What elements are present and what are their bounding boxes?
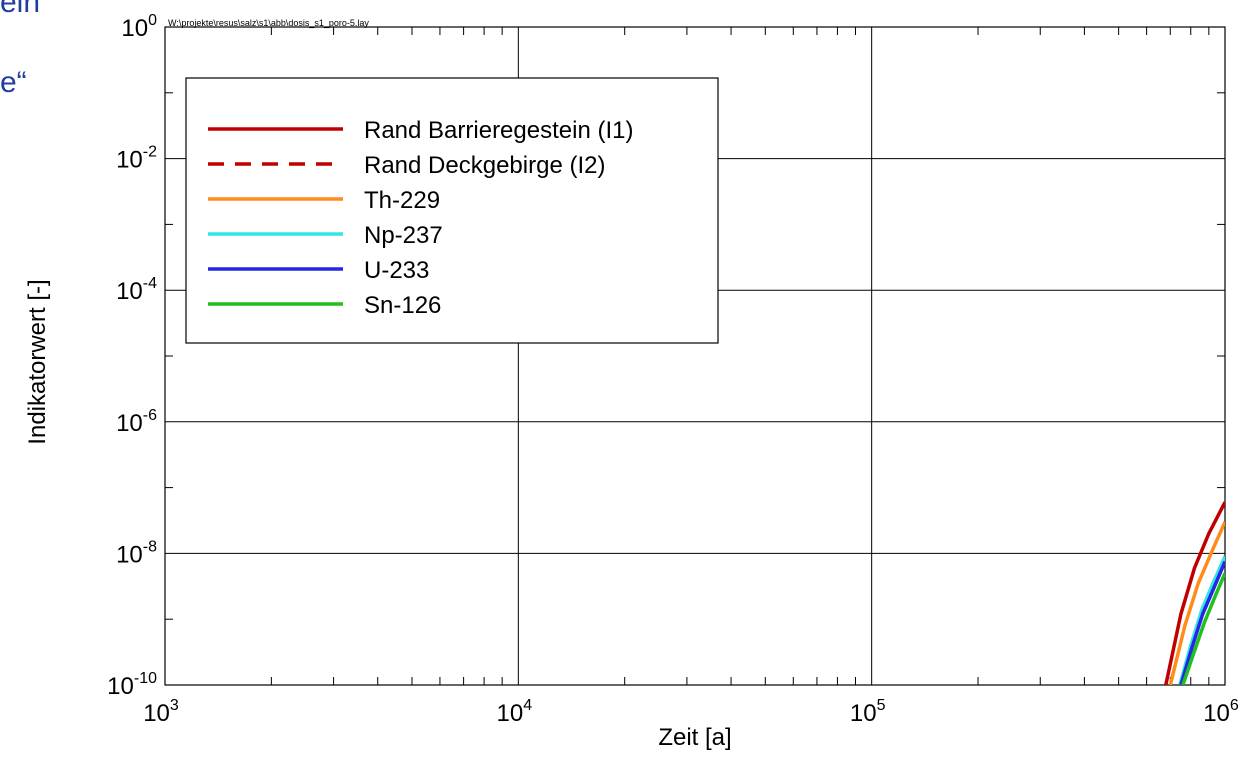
y-tick-label: 10-4 — [116, 275, 157, 305]
legend-box — [185, 77, 719, 344]
x-tick-label: 104 — [497, 697, 533, 727]
series-line — [1179, 560, 1225, 685]
x-tick-label: 105 — [850, 697, 886, 727]
legend-label: Np-237 — [364, 222, 443, 249]
x-tick-label: 103 — [143, 697, 179, 727]
series-line — [1168, 521, 1225, 685]
legend-label: Rand Barrieregestein (I1) — [364, 117, 633, 144]
y-tick-label: 10-8 — [116, 538, 157, 568]
y-tick-label: 10-2 — [116, 144, 157, 174]
series-line — [1181, 572, 1225, 685]
slide-text-fragment-1: ein — [0, 0, 41, 19]
legend-label: U-233 — [364, 257, 429, 284]
series-line — [1164, 501, 1225, 685]
y-tick-label: 100 — [121, 12, 157, 42]
legend-label: Rand Deckgebirge (I2) — [364, 152, 605, 179]
slide-text-fragment-2: e“ — [0, 66, 27, 99]
x-tick-label: 106 — [1203, 697, 1239, 727]
y-axis-label: Indikatorwert [-] — [24, 279, 51, 445]
x-axis-label: Zeit [a] — [658, 724, 732, 751]
file-path-label: W:\projekte\resus\salz\s1\abb\dosis_s1_p… — [168, 18, 369, 28]
legend-label: Sn-126 — [364, 292, 441, 319]
y-tick-label: 10-6 — [116, 407, 157, 437]
legend-label: Th-229 — [364, 187, 440, 214]
y-tick-label: 10-10 — [107, 670, 157, 700]
